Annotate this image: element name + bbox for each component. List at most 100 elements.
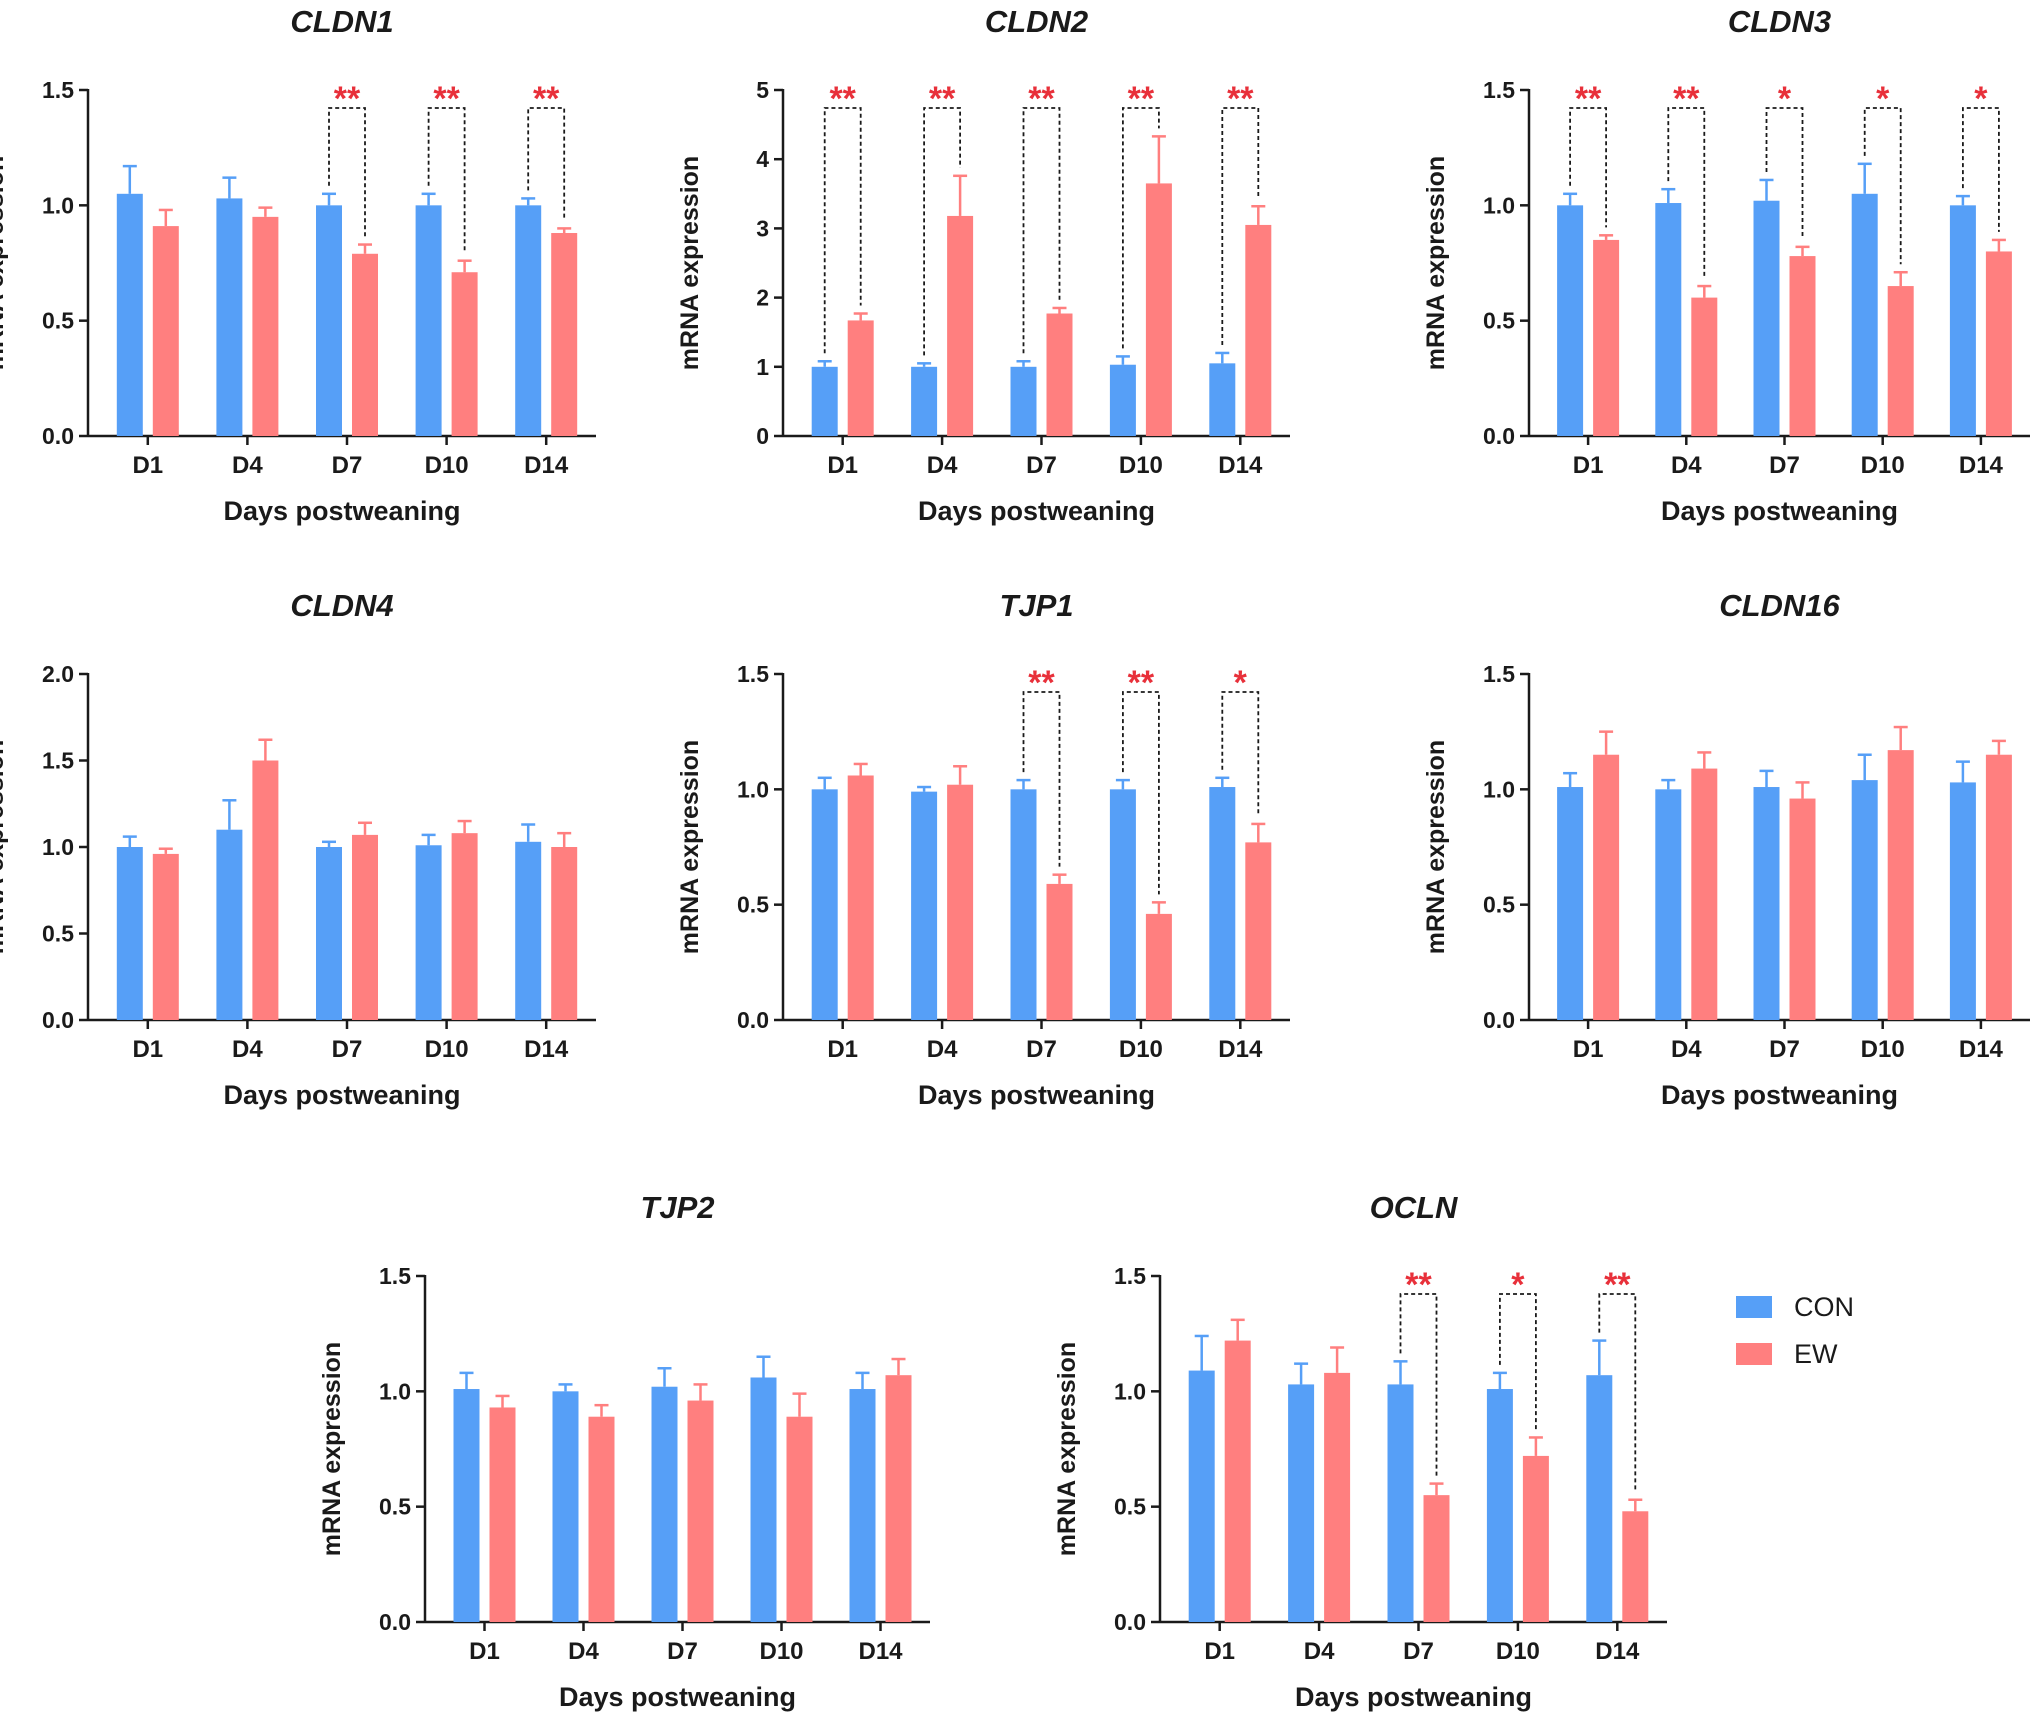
bar-con-d10 [1851, 780, 1878, 1020]
x-tick-label: D1 [827, 452, 858, 479]
x-tick-label: D7 [1769, 1036, 1800, 1063]
chart-title: CLDN2 [985, 4, 1088, 39]
bar-con-d14 [1209, 363, 1236, 436]
bar-ew-d1 [847, 775, 874, 1020]
x-tick-label: D14 [1959, 452, 2004, 479]
chart-title: CLDN3 [1728, 4, 1831, 39]
bar-con-d7 [1010, 366, 1037, 436]
chart-title: CLDN1 [290, 4, 393, 39]
x-tick-label: D7 [1026, 1036, 1057, 1063]
significance-bracket [1122, 691, 1160, 895]
x-tick-label: D7 [667, 1638, 698, 1665]
y-tick-label: 1.0 [1114, 1378, 1146, 1404]
bar-ew-d10 [1887, 286, 1914, 436]
x-tick-label: D4 [1671, 452, 1702, 479]
bar-ew-d4 [588, 1416, 615, 1622]
y-tick-label: 0.0 [42, 423, 74, 449]
bar-con-d14 [515, 841, 542, 1020]
y-tick-label: 1.5 [1483, 661, 1515, 687]
y-axis-label: mRNA expression [676, 740, 704, 954]
bar-con-d14 [515, 205, 542, 436]
y-tick-label: 1.0 [42, 192, 74, 218]
significance-bracket [1863, 107, 1902, 265]
x-tick-label: D14 [524, 1036, 569, 1063]
bar-con-d10 [1486, 1389, 1513, 1622]
legend-item-con: CON [1736, 1290, 1996, 1330]
bar-ew-d14 [551, 233, 578, 436]
bar-ew-d10 [786, 1416, 813, 1622]
bar-ew-d14 [1985, 754, 2012, 1020]
x-axis-label: Days postweaning [559, 1682, 796, 1712]
x-axis-label: Days postweaning [918, 1080, 1155, 1110]
x-tick-label: D7 [1403, 1638, 1434, 1665]
x-tick-label: D4 [1671, 1036, 1702, 1063]
significance-marker: ** [1673, 80, 1700, 118]
significance-marker: ** [1028, 80, 1055, 118]
bar-ew-d7 [687, 1400, 714, 1622]
bar-con-d1 [1188, 1370, 1215, 1622]
x-tick-label: D7 [332, 1036, 363, 1063]
y-tick-label: 1.5 [42, 748, 74, 774]
significance-bracket [1022, 691, 1061, 867]
bar-con-d4 [216, 829, 243, 1020]
chart-title: TJP2 [640, 1190, 714, 1225]
x-tick-label: D14 [858, 1638, 903, 1665]
x-tick-label: D14 [1595, 1638, 1640, 1665]
bar-con-d4 [1655, 203, 1682, 436]
legend-label-con: CON [1794, 1292, 1854, 1322]
significance-bracket [1221, 691, 1260, 816]
y-tick-label: 0.0 [379, 1609, 411, 1635]
x-tick-label: D7 [1026, 452, 1057, 479]
bar-ew-d7 [1423, 1495, 1450, 1622]
bar-ew-d1 [489, 1407, 516, 1622]
significance-marker: ** [1405, 1266, 1432, 1304]
y-tick-label: 0.0 [42, 1007, 74, 1033]
bar-ew-d1 [152, 853, 179, 1020]
x-tick-label: D10 [1861, 1036, 1905, 1063]
bar-ew-d7 [1046, 313, 1073, 436]
significance-marker: ** [1028, 664, 1055, 702]
y-tick-label: 5 [756, 77, 769, 103]
bar-ew-d1 [152, 226, 179, 436]
chart-panel-tjp1: TJP1 0.0 0.5 1.0 1.5 mRNA expression Days post… [676, 588, 1290, 1110]
y-tick-label: 2.0 [42, 661, 74, 687]
significance-marker: * [1974, 80, 1988, 118]
x-tick-label: D10 [1496, 1638, 1540, 1665]
bar-con-d4 [1655, 789, 1682, 1020]
bar-con-d7 [1753, 200, 1780, 436]
significance-bracket [328, 107, 366, 237]
bar-con-d7 [651, 1386, 678, 1622]
legend-item-ew: EW [1736, 1337, 1996, 1377]
significance-marker: * [1876, 80, 1890, 118]
x-axis-label: Days postweaning [1295, 1682, 1532, 1712]
significance-bracket [427, 107, 466, 253]
y-tick-label: 0.0 [1483, 1007, 1515, 1033]
x-tick-label: D14 [1959, 1036, 2004, 1063]
y-tick-label: 1.5 [1114, 1263, 1146, 1289]
significance-bracket [1022, 107, 1061, 354]
chart-panel-cldn1: CLDN1 0.0 0.5 1.0 1.5 mRNA expression Days pos… [0, 4, 596, 526]
chart-panel-cldn16: CLDN16 0.0 0.5 1.0 1.5 mRNA expression Days po… [1422, 588, 2030, 1110]
bar-con-d4 [1288, 1384, 1315, 1622]
y-axis-label: mRNA expression [676, 156, 704, 370]
bar-ew-d1 [847, 320, 874, 436]
bar-ew-d10 [1522, 1455, 1549, 1622]
bar-con-d10 [1109, 789, 1136, 1020]
significance-bracket [1122, 107, 1160, 349]
bar-con-d14 [1586, 1375, 1613, 1622]
bar-ew-d14 [885, 1375, 912, 1622]
x-tick-label: D1 [1573, 1036, 1604, 1063]
x-tick-label: D4 [232, 1036, 263, 1063]
bar-ew-d7 [1046, 883, 1073, 1020]
chart-title: OCLN [1370, 1190, 1458, 1225]
y-tick-label: 2 [756, 285, 769, 311]
x-axis-label: Days postweaning [223, 496, 460, 526]
x-tick-label: D4 [568, 1638, 599, 1665]
x-tick-label: D4 [927, 452, 958, 479]
significance-marker: * [1234, 664, 1248, 702]
bar-ew-d10 [1887, 750, 1914, 1020]
bar-con-d4 [911, 366, 938, 436]
y-tick-label: 1.5 [1483, 77, 1515, 103]
significance-bracket [1221, 107, 1260, 345]
